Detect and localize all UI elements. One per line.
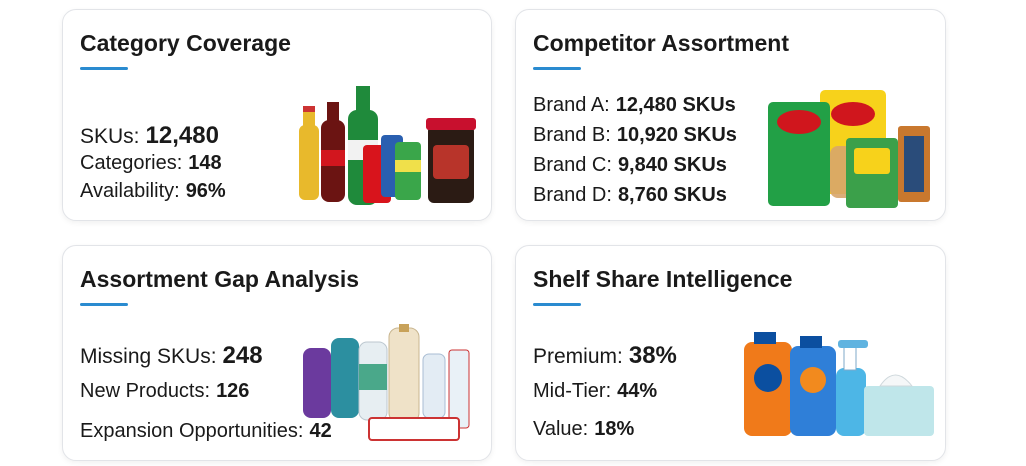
metric-value: 18% [594, 418, 635, 440]
metric-value: 12,480 SKUs [615, 94, 736, 116]
metric-value: 10,920 SKUs [616, 124, 737, 146]
metric-label: Mid-Tier: [533, 380, 612, 402]
metric-row: Premium: 38% [533, 342, 677, 370]
metric-label: Availability: [80, 180, 180, 202]
title-underline [80, 67, 128, 70]
metric-label: Categories: [80, 152, 183, 174]
metric-value: 126 [216, 380, 250, 402]
title-underline [533, 67, 581, 70]
metric-value: 12,480 [145, 122, 219, 149]
household-illustration [744, 332, 934, 436]
beverage-illustration [299, 86, 476, 205]
metric-row: Value: 18% [533, 418, 634, 441]
metric-row: Expansion Opportunities: 42 [80, 420, 332, 443]
card: Shelf Share Intelligence Premium: 38% Mid-T… [515, 245, 946, 461]
title-underline [80, 303, 128, 306]
metric-value: 44% [617, 380, 658, 402]
metric-label: Expansion Opportunities: [80, 420, 304, 442]
metric-row: Brand D: 8,760 SKUs [533, 184, 727, 207]
metric-row: Brand C: 9,840 SKUs [533, 154, 727, 177]
snack-illustration [768, 90, 930, 208]
metric-label: New Products: [80, 380, 211, 402]
card-title: Competitor Assortment [533, 30, 789, 56]
card: Competitor Assortment Brand A: 12,480 SKUs… [515, 9, 946, 221]
card: Assortment Gap Analysis Missing SKUs: 248 N… [62, 245, 492, 461]
metric-label: SKUs: [80, 125, 140, 148]
metric-label: Brand B: [533, 124, 611, 146]
metric-value: 42 [309, 420, 332, 442]
metric-label: Premium: [533, 345, 623, 368]
card-title: Assortment Gap Analysis [80, 266, 360, 292]
metric-row: Brand A: 12,480 SKUs [533, 94, 736, 117]
card-title: Shelf Share Intelligence [533, 266, 793, 292]
metric-row: Categories: 148 [80, 152, 222, 175]
personal-care-illustration [303, 324, 470, 441]
metric-row: Brand B: 10,920 SKUs [533, 124, 737, 147]
metric-value: 96% [185, 180, 226, 202]
metric-value: 8,760 SKUs [617, 184, 727, 206]
title-underline [533, 303, 581, 306]
metric-row: Missing SKUs: 248 [80, 342, 263, 370]
metric-row: Availability: 96% [80, 180, 226, 203]
metric-row: SKUs: 12,480 [80, 122, 219, 150]
metric-label: Brand D: [533, 184, 612, 206]
metric-value: 9,840 SKUs [617, 154, 727, 176]
metric-label: Missing SKUs: [80, 345, 217, 368]
card: Category Coverage SKUs: 12,480 Categories: 1… [62, 9, 492, 221]
metric-label: Brand A: [533, 94, 610, 116]
metric-value: 148 [188, 152, 222, 174]
metric-row: New Products: 126 [80, 380, 249, 403]
metric-label: Value: [533, 418, 589, 440]
card-title: Category Coverage [80, 30, 291, 56]
metric-label: Brand C: [533, 154, 612, 176]
metric-value: 248 [222, 342, 263, 369]
metric-row: Mid-Tier: 44% [533, 380, 657, 403]
metric-value: 38% [628, 342, 677, 369]
